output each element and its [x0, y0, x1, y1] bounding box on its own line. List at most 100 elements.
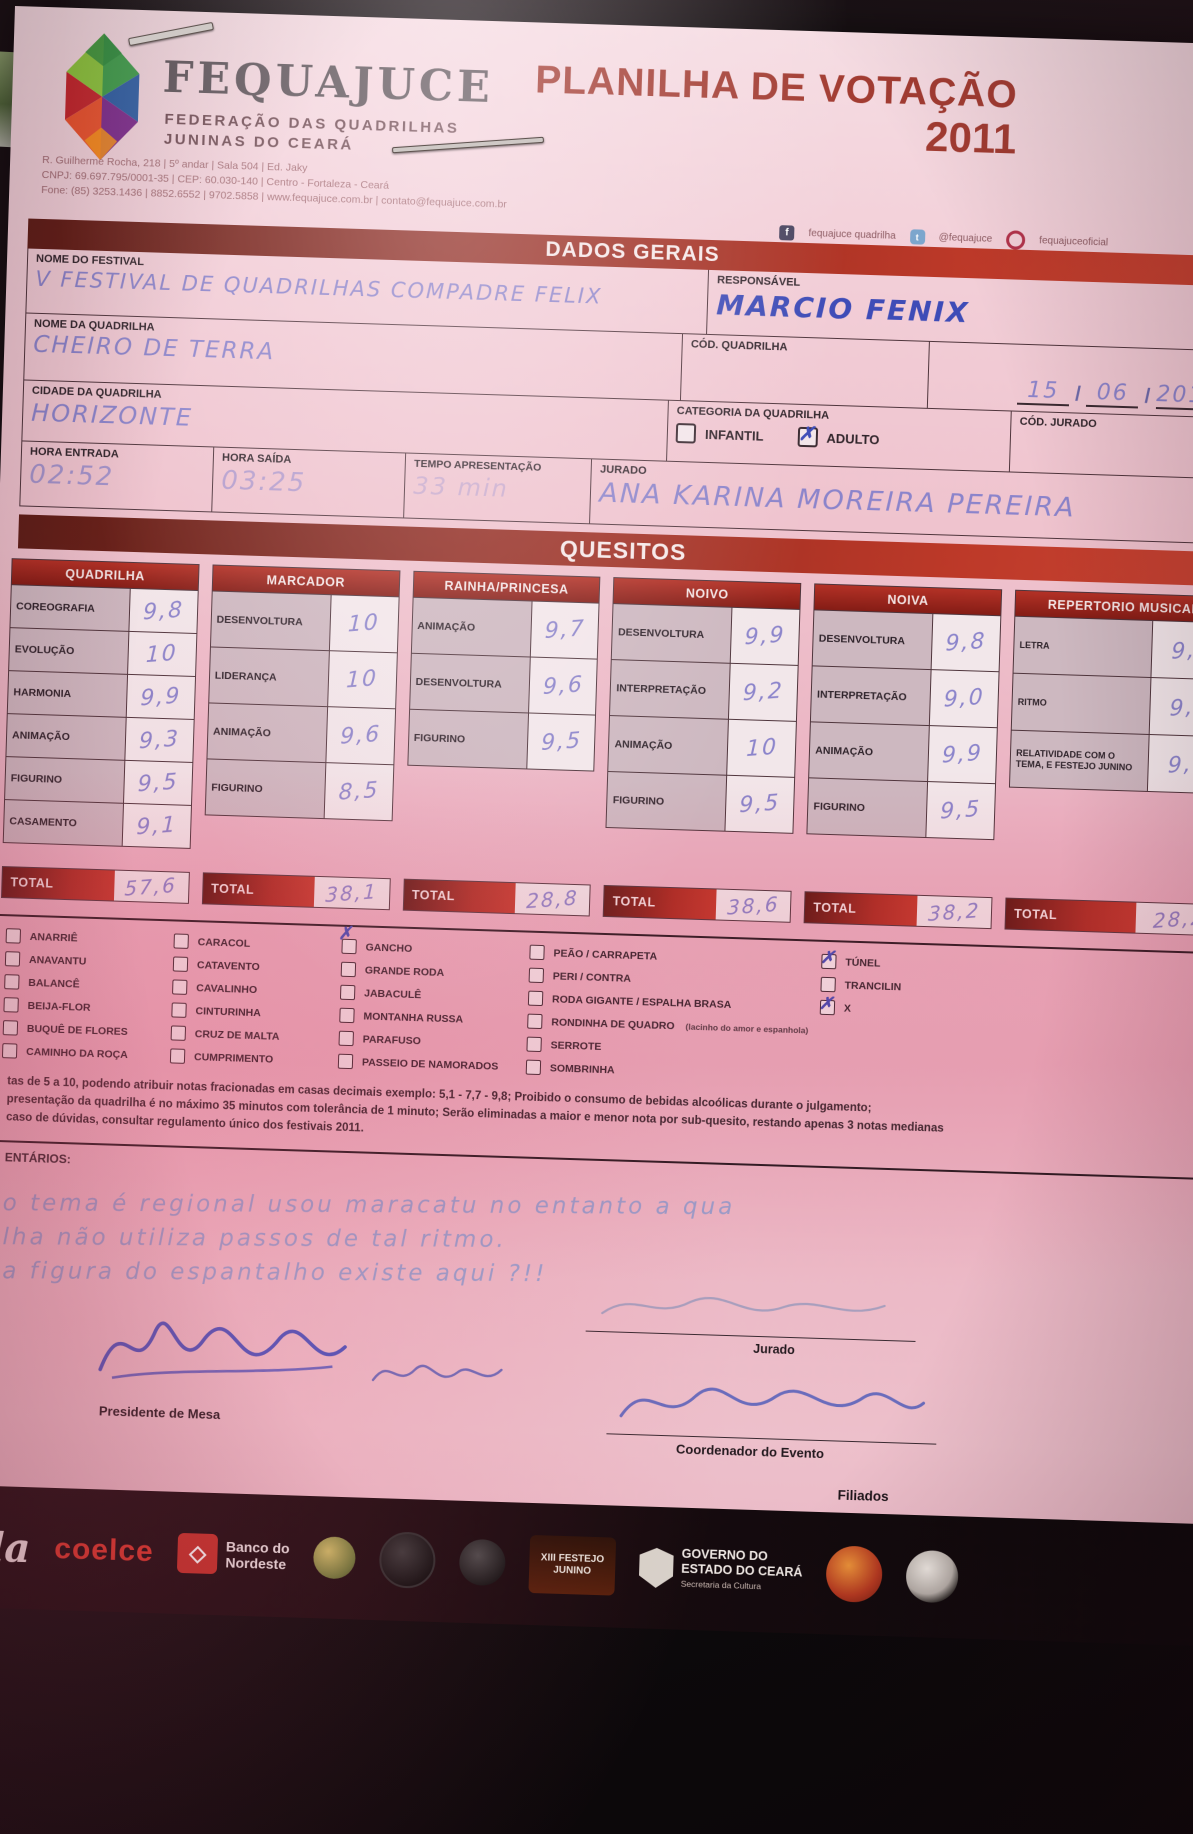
dance-step-label: GANCHO — [365, 940, 413, 955]
score-label: COREOGRAFIA — [10, 585, 130, 631]
dance-step-label: TÚNEL — [845, 956, 881, 970]
score-table-marcador: MARCADOR DESENVOLTURA 10 LIDERANÇA 10 — [204, 564, 401, 822]
total-value-handwritten: 38,1 — [325, 879, 379, 907]
total-label: TOTAL — [804, 892, 918, 926]
field-tempo-apresentacao: TEMPO APRESENTAÇÃO 33 min — [404, 453, 593, 524]
checkbox: ✗ — [528, 967, 545, 984]
score-cell: 9,8 — [930, 614, 1001, 672]
field-cod-jurado: CÓD. JURADO — [1010, 412, 1193, 479]
score-cell: 10 — [726, 719, 797, 777]
dance-step-option: ✗ ANARRIÊ — [5, 926, 174, 950]
dance-step-label: CAVALINHO — [196, 981, 258, 996]
field-cod-quadrilha: CÓD. QUADRILHA — [681, 334, 930, 408]
coordenador-label: Coordenador do Evento — [675, 1441, 825, 1462]
dance-step-option: ✗ ANAVANTU — [4, 949, 174, 973]
coordenador-signature — [619, 1387, 926, 1418]
score-cell: 9,5 — [925, 782, 996, 840]
checkbox: ✗ — [172, 956, 189, 972]
total-label: TOTAL — [1005, 898, 1137, 933]
checkbox: ✗ — [797, 424, 818, 448]
comments-label: ENTÁRIOS: — [4, 1150, 72, 1167]
dance-step-option: ✗ CARACOL — [173, 931, 342, 955]
field-label: NOME DA QUADRILHA — [33, 317, 155, 334]
total-cell: 38,6 — [715, 889, 791, 922]
score-label: LIDERANÇA — [209, 647, 329, 707]
score-row: FIGURINO 9,5 — [606, 771, 795, 833]
form-header: FEQUAJUCE FEDERAÇÃO DAS QUADRILHAS JUNIN… — [8, 6, 1193, 257]
score-cell: 9,2 — [728, 663, 798, 721]
score-cell: 9,6 — [527, 657, 598, 715]
total-label: TOTAL — [604, 885, 717, 920]
facebook-handle: fequajuce quadrilha — [808, 228, 896, 242]
total-cell: 28,8 — [514, 883, 591, 916]
checkbox: ✗ — [337, 1053, 354, 1070]
dance-step-label: CATAVENTO — [196, 958, 260, 973]
score-tables: QUADRILHA COREOGRAFIA 9,8 EVOLUÇÃO 10 — [2, 558, 1193, 898]
dance-step-label: JABACULÊ — [363, 986, 422, 1001]
score-row: INTERPRETAÇÃO 9,0 — [811, 665, 999, 728]
score-row: COREOGRAFIA 9,8 — [10, 584, 198, 634]
score-cell: 9,9 — [125, 674, 195, 719]
governo-line1: GOVERNO DO — [681, 1546, 769, 1563]
date-year: 2011 — [1155, 382, 1193, 412]
dance-step-option: ✗ CINTURINHA — [171, 1000, 340, 1024]
festejo-line1: XIII FESTEJO — [540, 1552, 605, 1566]
tempo-handwritten: 33 min — [412, 471, 510, 503]
dance-step-label: ANARRIÊ — [29, 930, 78, 944]
dance-step-option: ✗ GRANDE RODA — [340, 960, 530, 985]
total-quadrilha: TOTAL 57,6 — [0, 866, 190, 904]
score-cell: 9,0 — [1150, 621, 1193, 680]
checkbox: ✗ — [527, 990, 544, 1007]
dance-step-label: SERROTE — [550, 1038, 602, 1053]
score-row: RITMO 9,4 — [1011, 672, 1193, 737]
field-label: CÓD. JURADO — [1019, 415, 1097, 431]
score-cell: 9,6 — [325, 707, 395, 765]
score-label: RELATIVIDADE COM O TEMA, E FESTEJO JUNIN… — [1010, 730, 1149, 791]
field-label: JURADO — [599, 463, 647, 478]
score-cell: 9,5 — [122, 760, 193, 805]
score-table-rainha-princesa: RAINHA/PRINCESA ANIMAÇÃO 9,7 DESENVOLTUR… — [406, 570, 601, 772]
score-value-handwritten: 10 — [345, 666, 379, 694]
checkbox: ✗ — [1, 1043, 18, 1059]
checkbox: ✗ — [529, 944, 545, 961]
score-cell: 10 — [126, 631, 197, 676]
field-label: CÓD. QUADRILHA — [690, 338, 788, 354]
score-label: LETRA — [1013, 616, 1153, 678]
field-label: HORA ENTRADA — [29, 445, 119, 461]
total-value-handwritten: 38,2 — [927, 897, 981, 926]
score-label: CASAMENTO — [3, 800, 123, 846]
score-label: FIGURINO — [807, 778, 928, 838]
score-label: DESENVOLTURA — [409, 653, 530, 713]
dance-step-label: CARACOL — [197, 935, 251, 950]
checkbox: ✗ — [527, 1013, 543, 1030]
score-row: FIGURINO 8,5 — [205, 758, 394, 821]
dance-step-label: PEÃO / CARRAPETA — [553, 946, 658, 963]
score-row: DESENVOLTURA 10 — [210, 590, 399, 653]
checkbox: ✗ — [340, 961, 357, 978]
dance-step-label: PASSEIO DE NAMORADOS — [361, 1055, 499, 1073]
score-value-handwritten: 9,9 — [139, 682, 182, 711]
festejo-line2: JUNINO — [553, 1564, 592, 1577]
checkbox: ✗ — [337, 923, 357, 955]
steps-column-1: ✗ ANARRIÊ ✗ ANAVANTU ✗ BALANCÊ — [1, 926, 174, 1065]
date-month: 06 — [1086, 379, 1140, 409]
score-label: DESENVOLTURA — [612, 604, 732, 663]
jurado-label: Jurado — [752, 1341, 796, 1358]
score-value-handwritten: 9,9 — [941, 740, 984, 769]
score-row: LETRA 9,0 — [1013, 615, 1193, 680]
score-label: ANIMAÇÃO — [411, 597, 532, 657]
field-data: 15 / 06 / 2011 — [928, 342, 1193, 418]
dance-step-option: ✗ BEIJA-FLOR — [3, 995, 172, 1019]
field-label: HORA SAÍDA — [221, 451, 292, 466]
score-cell: 9,9 — [730, 607, 800, 665]
field-categoria: CATEGORIA DA QUADRILHA ✗ INFANTIL ✗ ADUL… — [667, 400, 1013, 472]
dance-step-option: ✗ GANCHO — [337, 923, 530, 962]
banco-line2: Nordeste — [225, 1554, 287, 1573]
checkbox: ✗ — [169, 1048, 186, 1064]
total-cell: 57,6 — [113, 870, 189, 903]
document-title: PLANILHA DE VOTAÇÃO 2011 — [533, 58, 1019, 162]
score-label: FIGURINO — [408, 709, 528, 769]
score-value-handwritten: 9,5 — [137, 768, 179, 797]
score-rows: COREOGRAFIA 9,8 EVOLUÇÃO 10 HARMONIA 9,9 — [3, 584, 198, 848]
